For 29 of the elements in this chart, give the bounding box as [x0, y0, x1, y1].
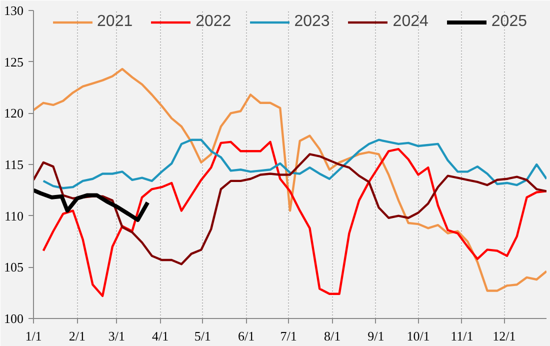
- legend-label: 2024: [392, 13, 428, 31]
- line-series: [34, 153, 546, 266]
- x-tick-label: 10/1: [406, 328, 430, 344]
- y-tick-label: 105: [4, 260, 24, 275]
- legend-label: 2022: [196, 13, 232, 31]
- x-tick-label: 1/1: [25, 328, 42, 344]
- x-tick-label: 9/1: [368, 328, 384, 344]
- x-tick-label: 12/1: [492, 328, 516, 344]
- x-tick-label: 8/1: [324, 328, 341, 344]
- x-tick-label: 6/1: [238, 328, 255, 344]
- line-series: [42, 140, 546, 298]
- y-tick-label: 100: [4, 311, 24, 326]
- x-tick-label: 7/1: [280, 328, 297, 344]
- line-series: [34, 68, 546, 292]
- legend-label: 2021: [97, 13, 133, 31]
- x-tick-label: 2/1: [68, 328, 86, 344]
- legend-label: 2023: [294, 13, 330, 31]
- legend-label: 2025: [491, 13, 527, 31]
- y-tick-label: 110: [4, 208, 24, 224]
- x-tick-label: 3/1: [108, 328, 125, 344]
- x-tick-label: 5/1: [194, 328, 211, 344]
- y-tick-label: 115: [4, 157, 24, 172]
- x-tick-label: 4/1: [152, 328, 169, 344]
- x-tick-label: 11/1: [450, 328, 474, 344]
- line-series: [42, 138, 546, 190]
- y-tick-label: 130: [4, 3, 24, 18]
- y-tick-label: 120: [4, 106, 24, 121]
- line-series: [34, 188, 150, 222]
- y-tick-label: 125: [4, 54, 24, 70]
